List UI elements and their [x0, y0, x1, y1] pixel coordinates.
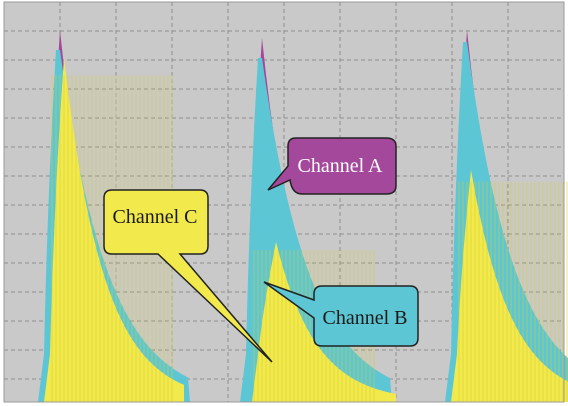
callout-c-bubble — [103, 189, 273, 363]
callout-b-label: Channel B — [323, 307, 408, 329]
callout-channel-c: Channel C — [103, 189, 273, 363]
pulse-1 — [38, 30, 190, 402]
trace-channel-c — [252, 242, 396, 402]
trace-channel-c — [451, 170, 568, 402]
callout-channel-b: Channel B — [263, 281, 419, 347]
callout-a-label: Channel A — [298, 155, 384, 177]
pulse-3 — [445, 30, 568, 402]
callout-c-label: Channel C — [113, 206, 198, 228]
callout-b-bubble — [263, 281, 419, 347]
trace-channel-c-texture — [458, 181, 568, 402]
trace-channel-c-texture — [51, 75, 173, 402]
callout-channel-a: Channel A — [267, 137, 397, 195]
callout-a-bubble — [267, 137, 397, 195]
plot-frame — [3, 1, 565, 403]
traces — [38, 30, 568, 402]
trace-channel-c — [44, 58, 184, 402]
